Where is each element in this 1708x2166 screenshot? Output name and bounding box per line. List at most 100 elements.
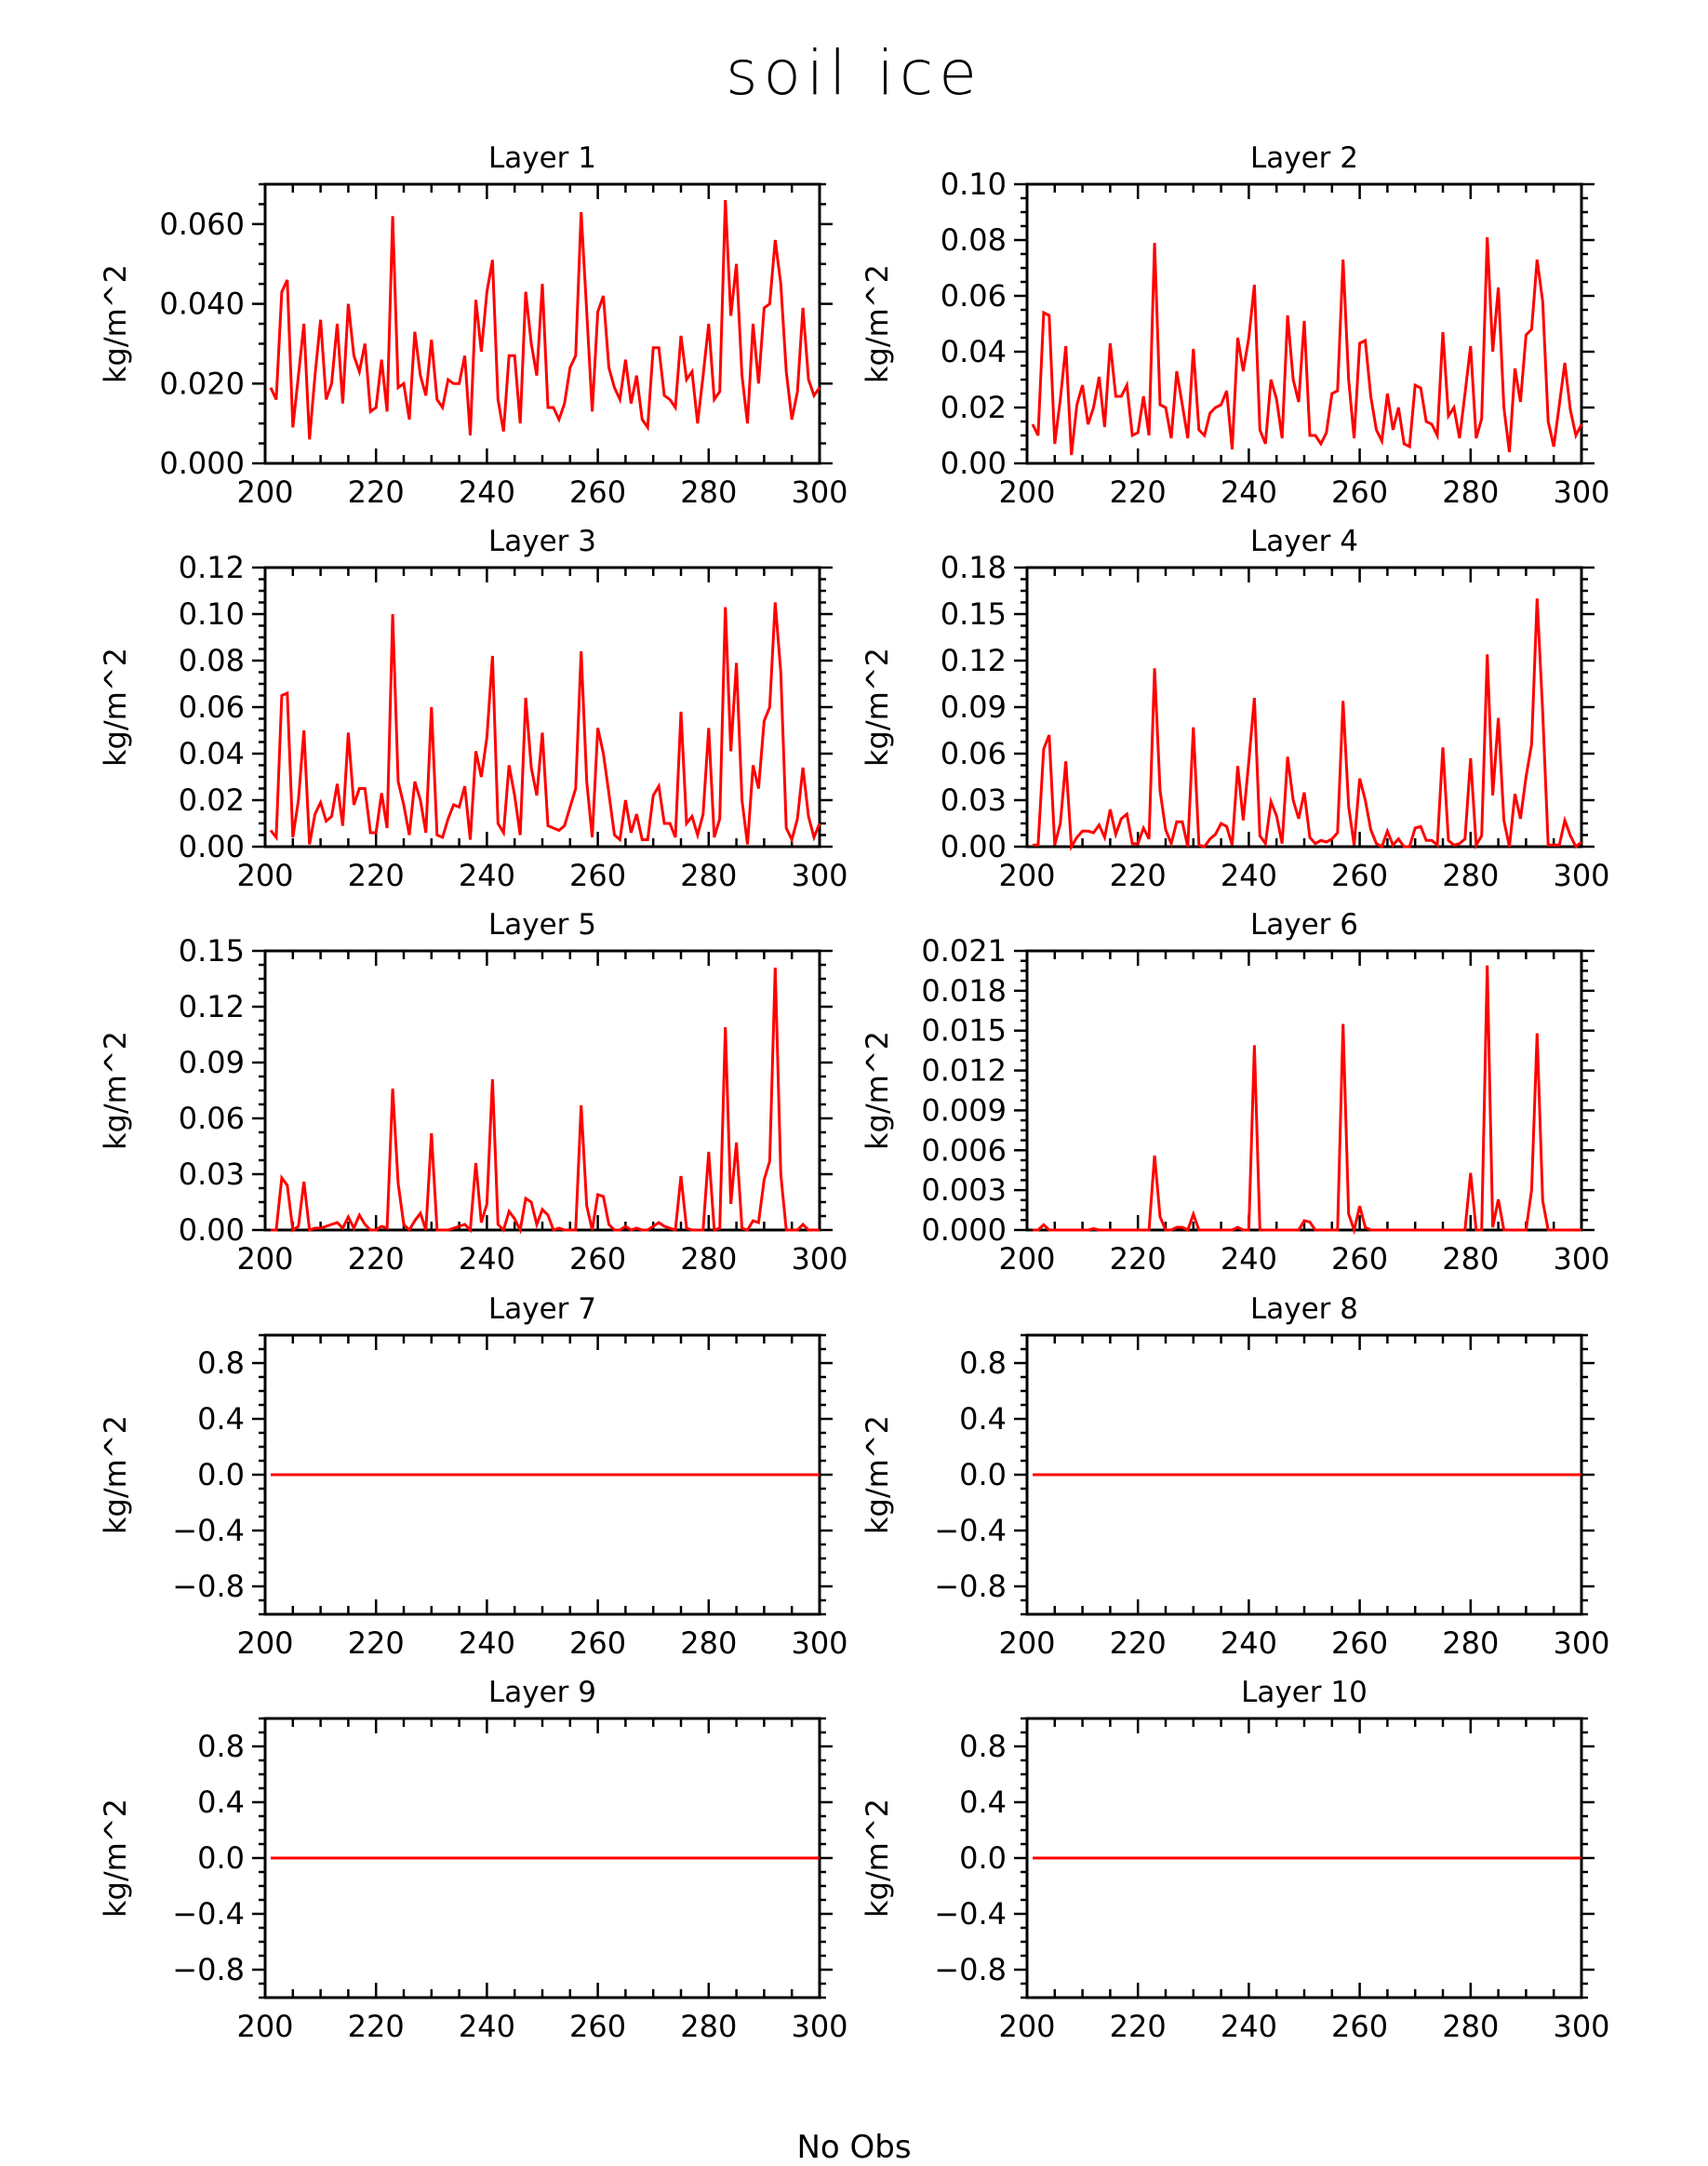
panel-3-ytick-label: 0.10 [179, 596, 245, 632]
panel-3-ytick-label: 0.08 [179, 643, 245, 678]
panel-3-xtick-label: 280 [680, 858, 737, 893]
panel-8-ytick-label: 0.8 [959, 1345, 1007, 1381]
panel-6-xtick-label: 200 [998, 1241, 1055, 1277]
panel-10-ytick-label: 0.8 [959, 1729, 1007, 1764]
panel-5-xtick-label: 220 [348, 1241, 405, 1277]
panel-10-xtick-label: 240 [1221, 2009, 1277, 2044]
panel-3-xtick-label: 220 [348, 858, 405, 893]
panel-10-ytick-label: 0.4 [959, 1785, 1007, 1820]
panel-5-ytick-label: 0.00 [179, 1212, 245, 1248]
panel-9-ytick-label: 0.0 [197, 1840, 245, 1876]
panel-1-xtick-label: 300 [791, 475, 847, 510]
panel-8-xtick-label: 240 [1221, 1625, 1277, 1661]
panel-3-xtick-label: 200 [236, 858, 293, 893]
panel-1-xtick-label: 240 [459, 475, 515, 510]
panel-3-title: Layer 3 [488, 525, 596, 558]
panel-6-xtick-label: 300 [1553, 1241, 1609, 1277]
panel-3-ylabel: kg/m^2 [98, 648, 133, 767]
panel-1-xtick-label: 200 [236, 475, 293, 510]
panel-4-title: Layer 4 [1250, 525, 1358, 558]
panel-5-series-line [271, 967, 820, 1235]
panel-8-ytick-label: 0.4 [959, 1401, 1007, 1437]
panel-9-xtick-label: 220 [348, 2009, 405, 2044]
panel-3-ytick-label: 0.00 [179, 829, 245, 864]
panel-6-ytick-label: 0.006 [921, 1132, 1007, 1168]
panel-5-title: Layer 5 [488, 908, 596, 942]
panel-9-xtick-label: 260 [569, 2009, 626, 2044]
panel-6-ytick-label: 0.000 [921, 1212, 1007, 1248]
panel-3-ytick-label: 0.02 [179, 782, 245, 818]
figure-title: soil ice [726, 37, 982, 109]
panel-6-series-line [1033, 965, 1581, 1236]
panel-4-ytick-label: 0.12 [941, 643, 1007, 678]
panel-2-ytick-label: 0.00 [941, 446, 1007, 481]
panel-1-ytick-label: 0.060 [159, 207, 245, 242]
panel-6-xtick-label: 280 [1442, 1241, 1499, 1277]
panel-2-ytick-label: 0.04 [941, 334, 1007, 369]
panel-3-xtick-label: 240 [459, 858, 515, 893]
panel-5-ytick-label: 0.06 [179, 1101, 245, 1136]
panel-6-xtick-label: 260 [1331, 1241, 1388, 1277]
panel-3-ytick-label: 0.06 [179, 689, 245, 725]
panel-10-ytick-label: −0.4 [934, 1896, 1007, 1932]
panel-10-ylabel: kg/m^2 [860, 1798, 895, 1918]
panel-2-title: Layer 2 [1250, 141, 1358, 175]
panel-4-frame [1025, 566, 1583, 849]
panel-6-ylabel: kg/m^2 [860, 1031, 895, 1150]
panel-8-title: Layer 8 [1250, 1292, 1358, 1326]
panel-10-ytick-label: 0.0 [959, 1840, 1007, 1876]
panel-6-ytick-label: 0.009 [921, 1092, 1007, 1128]
panel-5-xtick-label: 260 [569, 1241, 626, 1277]
panel-6-xtick-label: 240 [1221, 1241, 1277, 1277]
panel-5-xtick-label: 300 [791, 1241, 847, 1277]
panel-4-xtick-label: 240 [1221, 858, 1277, 893]
panel-2-ytick-label: 0.06 [941, 278, 1007, 314]
panel-8-xtick-label: 260 [1331, 1625, 1388, 1661]
panel-9-xtick-label: 280 [680, 2009, 737, 2044]
panel-1-series-line [269, 200, 821, 440]
panel-1-xtick-label: 280 [680, 475, 737, 510]
panel-9-xtick-label: 240 [459, 2009, 515, 2044]
panel-2-ylabel: kg/m^2 [860, 264, 895, 383]
panel-4-series-line [1033, 598, 1582, 851]
panel-9-xtick-label: 300 [791, 2009, 847, 2044]
panel-7-title: Layer 7 [488, 1292, 596, 1326]
panel-4-xtick-label: 220 [1110, 858, 1167, 893]
panel-4-xtick-label: 260 [1331, 858, 1388, 893]
panel-7-ylabel: kg/m^2 [98, 1415, 133, 1534]
panel-7-ytick-label: 0.4 [197, 1401, 245, 1437]
panel-3-ytick-label: 0.12 [179, 550, 245, 585]
panel-10-xtick-label: 220 [1110, 2009, 1167, 2044]
panel-8-xtick-label: 300 [1553, 1625, 1609, 1661]
panel-3-xtick-label: 260 [569, 858, 626, 893]
panel-6-ytick-label: 0.003 [921, 1172, 1007, 1208]
panel-10-ytick-label: −0.8 [934, 1952, 1007, 1987]
panel-7-xtick-label: 300 [791, 1625, 847, 1661]
panel-5-xtick-label: 280 [680, 1241, 737, 1277]
panel-2-xtick-label: 200 [998, 475, 1055, 510]
panel-5-xtick-label: 240 [459, 1241, 515, 1277]
panel-1-ytick-label: 0.020 [159, 366, 245, 401]
panel-1-ytick-label: 0.000 [159, 446, 245, 481]
panel-4-xtick-label: 280 [1442, 858, 1499, 893]
panel-1-xtick-label: 220 [348, 475, 405, 510]
panel-9-ytick-label: −0.8 [172, 1952, 245, 1987]
panel-2-ytick-label: 0.10 [941, 167, 1007, 202]
panel-7-xtick-label: 260 [569, 1625, 626, 1661]
panel-9-title: Layer 9 [488, 1676, 596, 1709]
panel-10-xtick-label: 300 [1553, 2009, 1609, 2044]
panel-8-xtick-label: 220 [1110, 1625, 1167, 1661]
panel-8-ytick-label: −0.4 [934, 1513, 1007, 1548]
panel-6-ytick-label: 0.021 [921, 933, 1007, 969]
panel-7-ytick-label: 0.8 [197, 1345, 245, 1381]
panel-8-xtick-label: 200 [998, 1625, 1055, 1661]
panel-8-xtick-label: 280 [1442, 1625, 1499, 1661]
panel-7-ytick-label: −0.8 [172, 1569, 245, 1604]
panel-10-xtick-label: 200 [998, 2009, 1055, 2044]
panel-6-ytick-label: 0.012 [921, 1053, 1007, 1089]
panel-8-ytick-label: 0.0 [959, 1457, 1007, 1492]
panel-3-frame [263, 566, 821, 849]
panel-2-ytick-label: 0.02 [941, 390, 1007, 425]
panel-4-ytick-label: 0.06 [941, 736, 1007, 771]
